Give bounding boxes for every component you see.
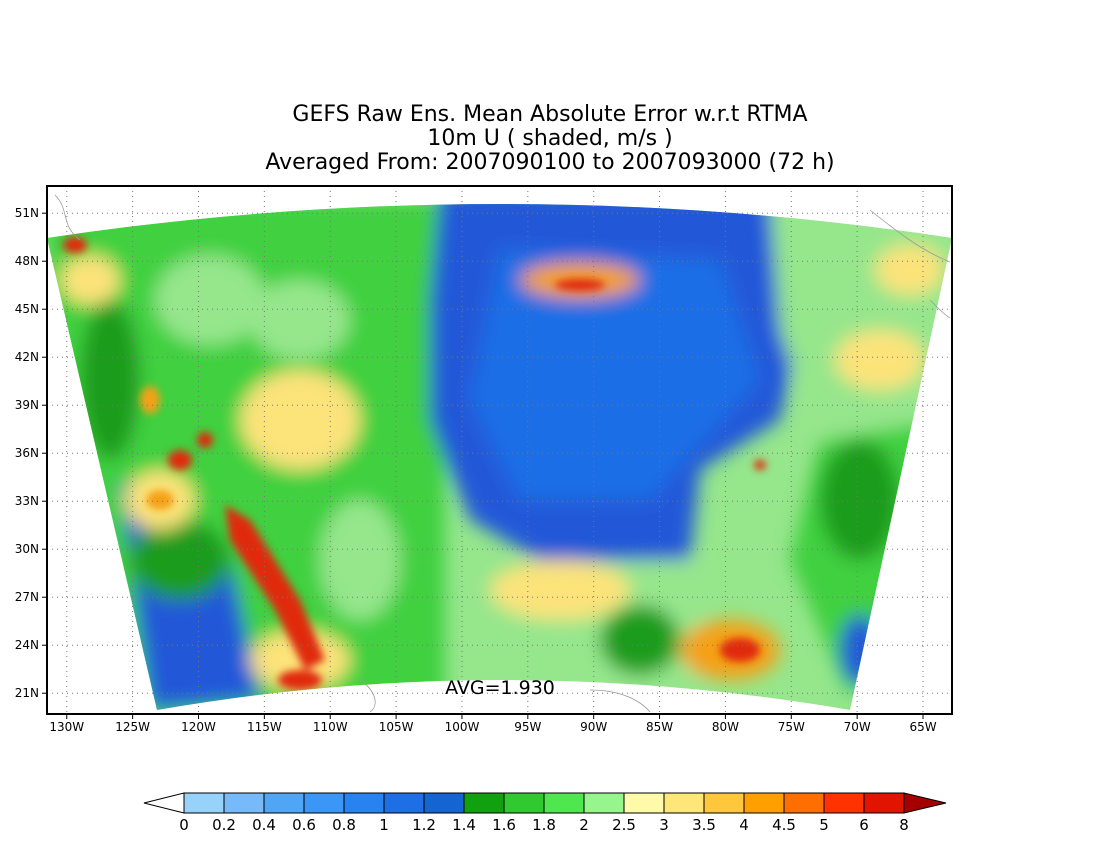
colorbar-label-9: 1.8 [532,816,556,834]
tick-label-lon-130W: 130W [49,720,84,734]
colorbar-box-0 [183,792,225,814]
longitude-axis: 130W 125W 120W 115W 110W 105W 100W 95W 90W 85W 80W… [49,714,937,734]
colorbar-label-16: 5 [819,816,829,834]
tick-label-lat-42N: 42N [15,350,39,364]
colorbar-label-18: 8 [899,816,909,834]
colorbar-box-10 [583,792,625,814]
tick-label-lat-48N: 48N [15,254,39,268]
colorbar-label-8: 1.6 [492,816,516,834]
colorbar-label-7: 1.4 [452,816,476,834]
tick-label-lon-75W: 75W [778,720,805,734]
coastlines [54,194,951,713]
colorbar-box-9 [543,792,585,814]
map-gridlines [47,186,952,714]
average-label: AVG=1.930 [445,677,555,699]
colorbar-box-6 [423,792,465,814]
colorbar-label-15: 4.5 [772,816,796,834]
colorbar-label-17: 6 [859,816,869,834]
tick-label-lon-65W: 65W [909,720,936,734]
tick-label-lon-115W: 115W [247,720,282,734]
colorbar-label-4: 0.8 [332,816,356,834]
colorbar-label-12: 3 [659,816,669,834]
tick-label-lat-36N: 36N [15,446,39,460]
colorbar-box-7 [463,792,505,814]
colorbar-box-5 [383,792,425,814]
tick-label-lat-21N: 21N [15,686,39,700]
colorbar-box-12 [663,792,705,814]
tick-label-lat-30N: 30N [15,542,39,556]
colorbar-box-16 [823,792,865,814]
colorbar-label-5: 1 [379,816,389,834]
latitude-axis: 21N 24N 27N 30N 33N 36N 39N 42N 45N 48N 51N [15,206,47,700]
tick-label-lon-70W: 70W [844,720,871,734]
tick-label-lat-39N: 39N [15,398,39,412]
shaded-error-field [47,204,952,710]
chart-title: GEFS Raw Ens. Mean Absolute Error w.r.t … [292,102,808,127]
tick-label-lat-33N: 33N [15,494,39,508]
colorbar-label-2: 0.4 [252,816,276,834]
colorbar-box-17 [863,792,905,814]
tick-label-lon-120W: 120W [181,720,216,734]
tick-label-lat-24N: 24N [15,638,39,652]
colorbar-label-13: 3.5 [692,816,716,834]
colorbar-under-triangle [143,792,185,814]
colorbar-box-4 [343,792,385,814]
colorbar-label-3: 0.6 [292,816,316,834]
tick-label-lon-110W: 110W [313,720,348,734]
colorbar-label-10: 2 [579,816,589,834]
tick-label-lon-100W: 100W [445,720,480,734]
colorbar-box-2 [263,792,305,814]
colorbar-box-13 [703,792,745,814]
colorbar-box-11 [623,792,665,814]
tick-label-lon-85W: 85W [646,720,673,734]
tick-label-lon-95W: 95W [514,720,541,734]
tick-label-lon-125W: 125W [115,720,150,734]
colorbar-label-1: 0.2 [212,816,236,834]
tick-label-lon-80W: 80W [712,720,739,734]
colorbar-over-triangle [903,792,947,814]
colorbar-box-3 [303,792,345,814]
colorbar-box-1 [223,792,265,814]
colorbar-label-11: 2.5 [612,816,636,834]
tick-label-lon-90W: 90W [580,720,607,734]
chart-subtitle-period: Averaged From: 2007090100 to 2007093000 … [265,150,835,175]
colorbar-label-14: 4 [739,816,749,834]
colorbar-label-6: 1.2 [412,816,436,834]
map-frame [46,185,953,715]
colorbar-box-8 [503,792,545,814]
tick-label-lat-51N: 51N [15,206,39,220]
chart-subtitle-variable: 10m U ( shaded, m/s ) [427,126,673,151]
tick-label-lat-27N: 27N [15,590,39,604]
colorbar-box-14 [743,792,785,814]
tick-label-lon-105W: 105W [379,720,414,734]
colorbar: 0 0.2 0.4 0.6 0.8 1 1.2 1.4 1.6 1.8 2 2.5 3 3.5 4 4.5 5 6… [143,792,947,834]
colorbar-box-15 [783,792,825,814]
colorbar-label-0: 0 [179,816,189,834]
tick-label-lat-45N: 45N [15,302,39,316]
